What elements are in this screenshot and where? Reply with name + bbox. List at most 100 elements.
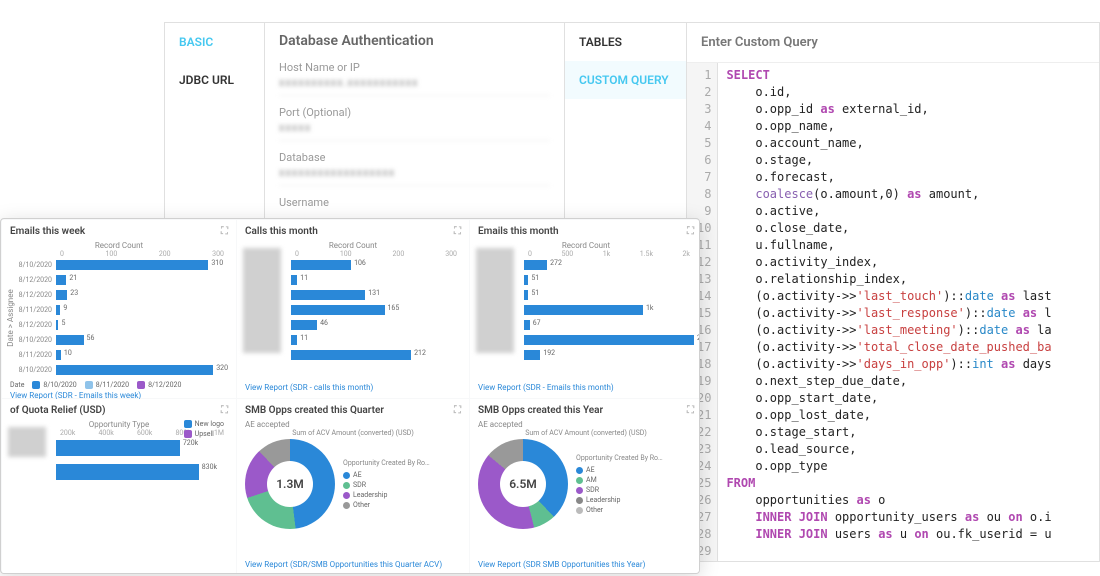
bar-value: 5 [61,319,65,327]
bar-label: 8/10/2020 [10,261,56,269]
bar [56,464,199,480]
bar [524,275,528,285]
field-label: Username [279,196,550,209]
bar [524,320,530,330]
bar-value: 131 [368,289,380,297]
legend-side: New logoUpsell [184,420,224,438]
panel-title-text: SMB Opps created this Year [478,405,603,416]
bar [524,260,547,270]
field-value[interactable]: xxxxxxxxxxxxxxxxxx [279,166,550,186]
maximize-icon[interactable]: ⛶ [687,405,694,416]
maximize-icon[interactable]: ⛶ [454,226,461,237]
panel-calls-month: Calls this month⛶Record Count01002003001… [237,220,469,398]
tab-basic[interactable]: BASIC [165,23,264,61]
field-value[interactable]: xxxxxxxxxx.xxxxxxxxxxx [279,76,550,96]
bar-row: 8/12/2020 21 [10,273,228,287]
bar [524,290,528,300]
donut-chart: 1.3M [245,439,335,529]
bar-value: 830k [202,463,217,471]
y-axis-title: Date > Assignee [6,289,15,346]
bar-row: 830k [10,461,228,483]
legend: Opportunity Created By Ro…AEAMSDRLeaders… [576,454,663,514]
x-ticks: 0100200300 [10,250,228,258]
query-title: Enter Custom Query [687,23,1099,63]
tab-jdbc-url[interactable]: JDBC URL [165,61,264,99]
field-value[interactable]: xxxxx [279,121,550,141]
bar [56,365,213,375]
bar [524,305,643,315]
bar-value: 10 [64,349,72,357]
bar-label: 8/11/2020 [10,306,56,314]
panel-emails-week: Emails this week⛶Record Count0100200300D… [2,220,236,398]
bar [291,305,385,315]
panel-title-text: Emails this month [478,226,559,237]
bar-label: 8/11/2020 [10,351,56,359]
bar-value: 720k [183,439,198,447]
sql-editor[interactable]: 1234567891011121314151617181920212223242… [687,63,1099,561]
bar-value: 165 [388,304,400,312]
bar-label: 8/10/2020 [10,366,56,374]
bar [291,275,297,285]
axis-title: Sum of ACV Amount (converted) (USD) [245,429,461,437]
panel-subtitle: AE accepted [478,420,694,429]
bar-value: 1k [646,304,653,312]
tab-tables[interactable]: TABLES [565,23,686,61]
bar-value: 106 [354,259,366,267]
donut-center-value: 1.3M [267,461,313,507]
donut-chart: 6.5M [478,439,568,529]
bar [56,260,208,270]
panel-footer-link[interactable]: View Report (SDR/SMB Opportunities this … [245,560,461,569]
bar [524,335,694,345]
bar-row: 8/10/2020 320 [10,363,228,377]
bar [291,335,297,345]
legend: Opportunity Created By Ro…AESDRLeadershi… [343,459,430,509]
bar-label: 8/12/2020 [10,276,56,284]
donut-center-value: 6.5M [500,461,546,507]
maximize-icon[interactable]: ⛶ [221,405,228,416]
bar-label: 8/12/2020 [10,291,56,299]
bar-value: 46 [320,319,328,327]
bar-row: 8/11/20209 [10,303,228,317]
editor-code[interactable]: SELECT o.id, o.opp_id as external_id, o.… [718,63,1059,561]
query-section: Enter Custom Query 123456789101112131415… [687,23,1099,561]
bar-value: 11 [300,274,308,282]
auth-title: Database Authentication [279,33,550,49]
bar [524,350,540,360]
bar [56,350,61,360]
panel-title-text: of Quota Relief (USD) [10,405,106,416]
bar [56,290,67,300]
bar [56,275,66,285]
panel-emails-month: Emails this month⛶Record Count05001k1.5k… [470,220,700,398]
bar-value: 310 [211,259,223,267]
panel-title-text: SMB Opps created this Quarter [245,405,384,416]
bar-value: 11 [300,334,308,342]
bar-value: 67 [533,319,541,327]
bar [291,320,317,330]
bar-value: 23 [70,289,78,297]
maximize-icon[interactable]: ⛶ [221,226,228,237]
bar-value: 320 [216,364,228,372]
panel-footer-link[interactable]: View Report (SDR - calls this month) [245,383,461,392]
panel-subtitle: AE accepted [245,420,461,429]
panel-footer-link[interactable]: View Report (SDR - Emails this month) [478,383,694,392]
bar-value: 192 [543,349,555,357]
axis-title: Sum of ACV Amount (converted) (USD) [478,429,694,437]
bar-row: 8/11/2020 10 [10,348,228,362]
bar [56,440,180,456]
panel-quota: of Quota Relief (USD)⛶Opportunity Type20… [2,399,236,574]
panel-smb-quarter: SMB Opps created this Quarter ⛶ AE accepte… [237,399,469,574]
bar-value: 56 [87,334,95,342]
panel-title-text: Calls this month [245,226,318,237]
bar-row: 8/10/202056 [10,333,228,347]
maximize-icon[interactable]: ⛶ [687,226,694,237]
bar-row: 8/12/20205 [10,318,228,332]
bar-value: 212 [414,349,426,357]
bar [56,305,60,315]
field-label: Port (Optional) [279,106,550,119]
tab-custom-query[interactable]: CUSTOM QUERY [565,61,686,99]
bar-value: 51 [531,274,539,282]
bar-value: 21 [69,274,77,282]
maximize-icon[interactable]: ⛶ [454,405,461,416]
bar-row: 8/12/2020 23 [10,288,228,302]
panel-footer-link[interactable]: View Report (SDR SMB Opportunities this … [478,560,694,569]
